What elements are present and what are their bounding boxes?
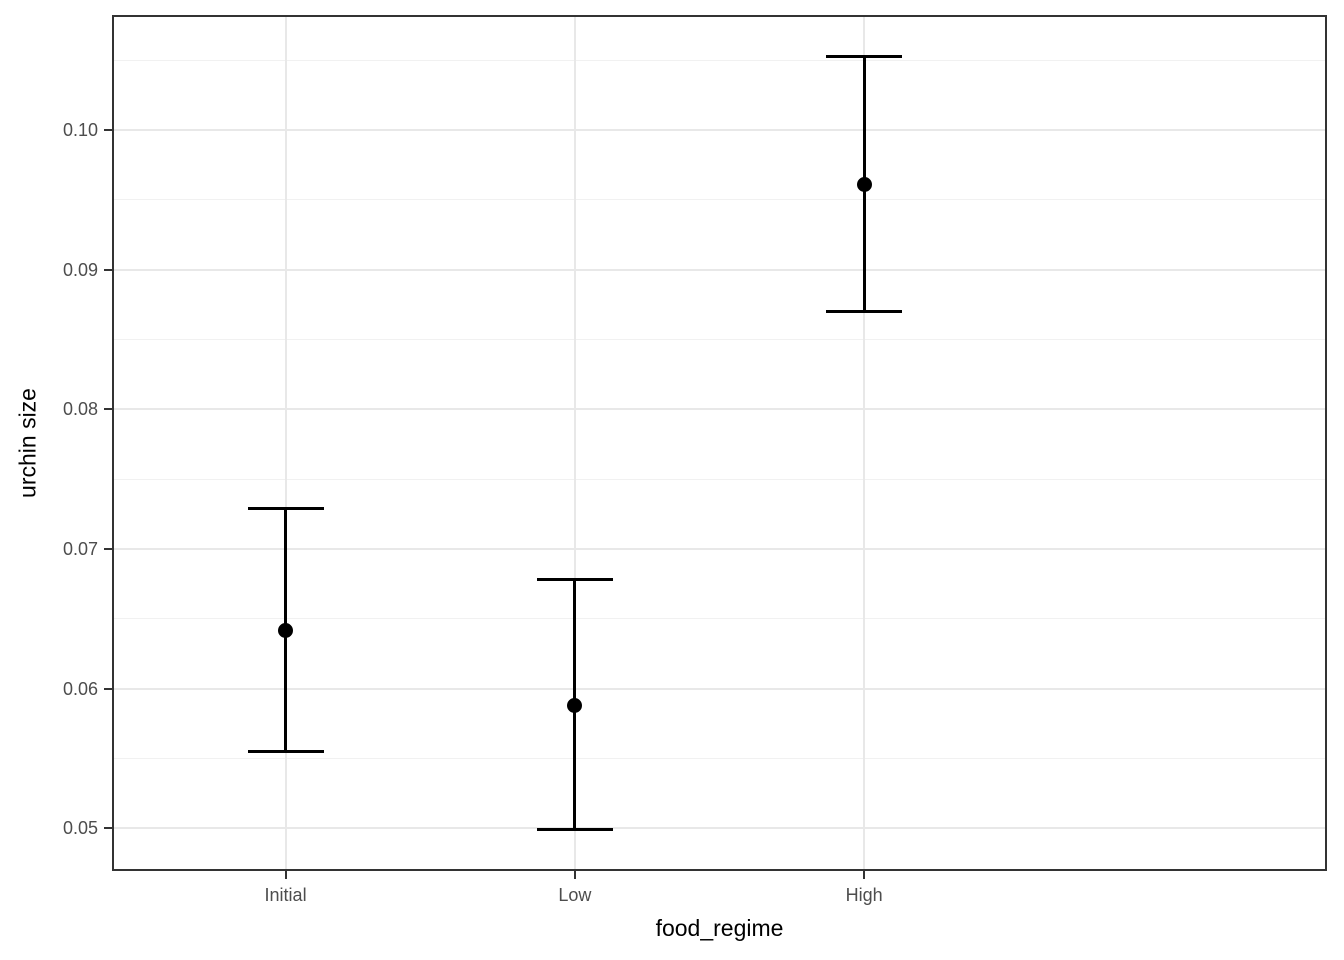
minor-gridline — [114, 59, 1325, 61]
y-tick-mark — [104, 268, 112, 271]
y-tick-mark — [104, 827, 112, 830]
x-tick-mark — [284, 871, 287, 879]
y-tick-label: 0.10 — [62, 120, 98, 141]
x-tick-label: Low — [558, 885, 592, 905]
category-gridline — [573, 17, 576, 869]
x-tick-label: Initial — [264, 885, 307, 905]
category-gridline — [863, 17, 866, 869]
x-tick-mark — [573, 871, 576, 879]
errorbar-cap-top — [247, 507, 324, 511]
y-tick-label: 0.05 — [62, 818, 98, 839]
y-tick-label: 0.08 — [62, 399, 98, 420]
minor-gridline — [114, 199, 1325, 201]
x-tick-mark — [863, 871, 866, 879]
major-gridline — [114, 548, 1325, 551]
major-gridline — [114, 408, 1325, 411]
errorbar-cap-bottom — [826, 310, 903, 314]
minor-gridline — [114, 339, 1325, 341]
y-tick-mark — [104, 408, 112, 411]
minor-gridline — [114, 478, 1325, 480]
major-gridline — [114, 129, 1325, 132]
y-tick-mark — [104, 129, 112, 132]
minor-gridline — [114, 758, 1325, 760]
plot-panel — [112, 15, 1327, 871]
category-gridline — [284, 17, 287, 869]
errorbar-cap-top — [536, 578, 613, 582]
y-tick-mark — [104, 548, 112, 551]
x-axis-title: food_regime — [655, 915, 784, 941]
data-point — [856, 177, 872, 193]
data-point — [278, 622, 294, 638]
errorbar-cap-top — [826, 54, 903, 58]
y-tick-label: 0.09 — [62, 259, 98, 280]
errorbar-cap-bottom — [536, 828, 613, 832]
errorbar-cap-bottom — [247, 750, 324, 754]
major-gridline — [114, 687, 1325, 690]
major-gridline — [114, 268, 1325, 271]
data-point — [567, 698, 583, 714]
minor-gridline — [114, 618, 1325, 620]
y-tick-label: 0.06 — [62, 678, 98, 699]
y-axis-title: urchin size — [14, 388, 41, 498]
major-gridline — [114, 827, 1325, 830]
y-tick-mark — [104, 687, 112, 690]
y-tick-label: 0.07 — [62, 539, 98, 560]
x-tick-label: High — [845, 885, 883, 905]
